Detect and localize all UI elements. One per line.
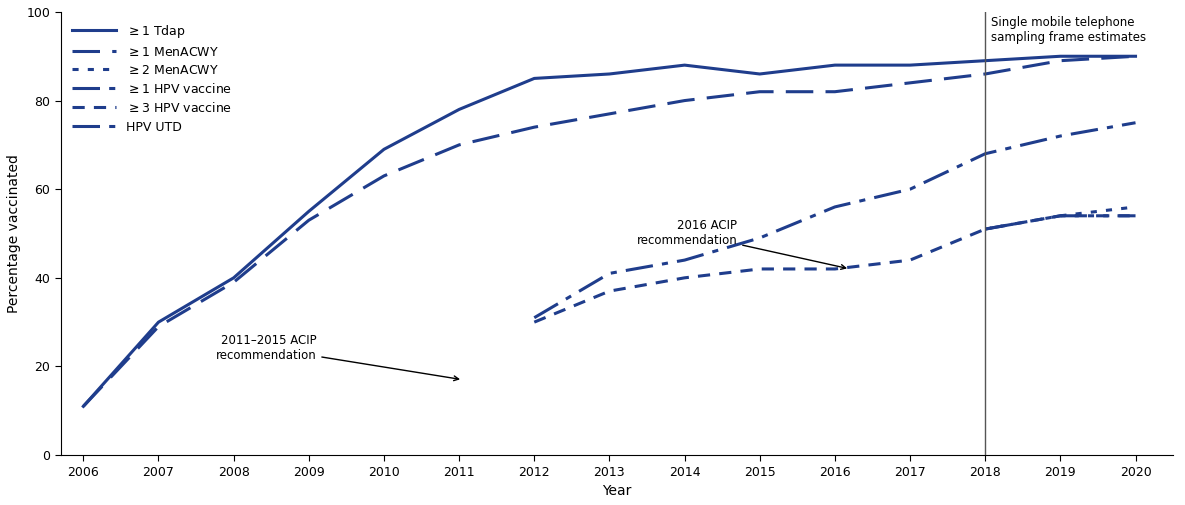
Y-axis label: Percentage vaccinated: Percentage vaccinated <box>7 154 21 313</box>
Text: 2011–2015 ACIP
recommendation: 2011–2015 ACIP recommendation <box>216 334 459 381</box>
Legend: $\geq$1 Tdap, $\geq$1 MenACWY, $\geq$2 MenACWY, $\geq$1 HPV vaccine, $\geq$3 HPV: $\geq$1 Tdap, $\geq$1 MenACWY, $\geq$2 M… <box>68 18 237 139</box>
Text: 2016 ACIP
recommendation: 2016 ACIP recommendation <box>636 219 846 269</box>
Text: Single mobile telephone
sampling frame estimates: Single mobile telephone sampling frame e… <box>991 16 1146 44</box>
X-axis label: Year: Year <box>602 484 632 498</box>
